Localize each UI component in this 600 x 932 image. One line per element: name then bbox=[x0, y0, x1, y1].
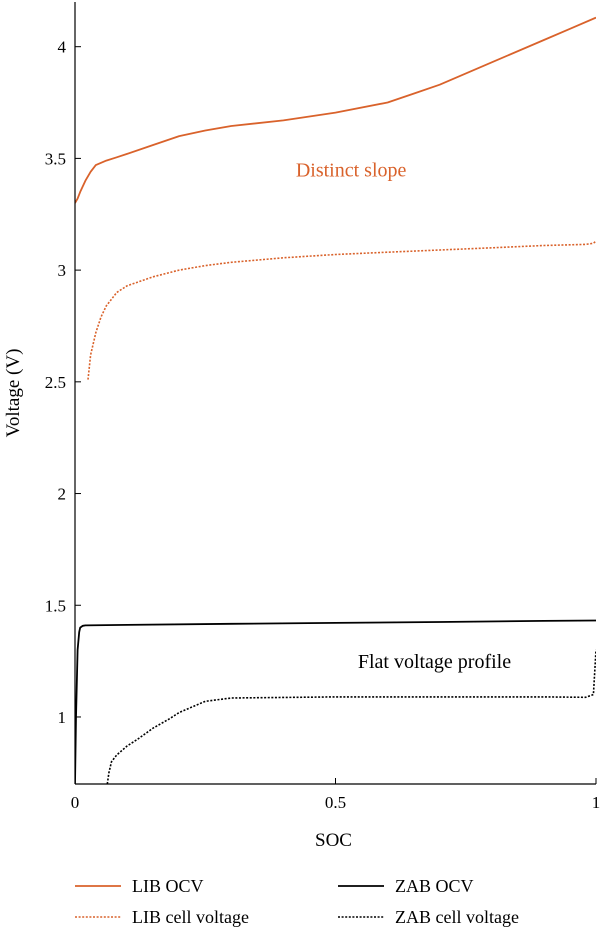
plot-area bbox=[75, 16, 596, 784]
legend-label-zab-ocv: ZAB OCV bbox=[395, 876, 474, 896]
axes: 1 1.5 2 2.5 3 3.5 4 0 0.5 1 SOC Voltage (V) bbox=[3, 2, 600, 851]
x-tick-label: 0 bbox=[71, 793, 80, 812]
x-tick-label: 0.5 bbox=[325, 793, 346, 812]
legend-label-lib-ocv: LIB OCV bbox=[132, 876, 204, 896]
y-tick-label: 2.5 bbox=[45, 373, 66, 392]
annotation-distinct-slope: Distinct slope bbox=[296, 159, 407, 181]
y-tick-label: 1.5 bbox=[45, 596, 66, 615]
series-line-zab-cell-voltage bbox=[106, 649, 596, 784]
legend-label-zab-cell-voltage: ZAB cell voltage bbox=[395, 907, 519, 927]
y-tick-label: 4 bbox=[58, 38, 67, 57]
legend: LIB OCV LIB cell voltage ZAB OCV ZAB cell v… bbox=[75, 876, 519, 927]
x-tick-label: 1 bbox=[592, 793, 600, 812]
y-tick-label: 2 bbox=[58, 485, 67, 504]
annotation-flat-voltage-profile: Flat voltage profile bbox=[358, 651, 511, 673]
y-tick-label: 3 bbox=[58, 261, 67, 280]
x-axis-title: SOC bbox=[315, 830, 352, 851]
y-tick-label: 1 bbox=[58, 708, 67, 727]
y-axis-title: Voltage (V) bbox=[3, 349, 24, 438]
series-line-zab-ocv bbox=[75, 619, 596, 784]
legend-label-lib-cell-voltage: LIB cell voltage bbox=[132, 907, 249, 927]
annotations: Distinct slope Flat voltage profile bbox=[296, 159, 511, 673]
series-line-lib-ocv bbox=[75, 16, 596, 204]
y-tick-label: 3.5 bbox=[45, 149, 66, 168]
series-line-lib-cell-voltage bbox=[87, 240, 596, 380]
